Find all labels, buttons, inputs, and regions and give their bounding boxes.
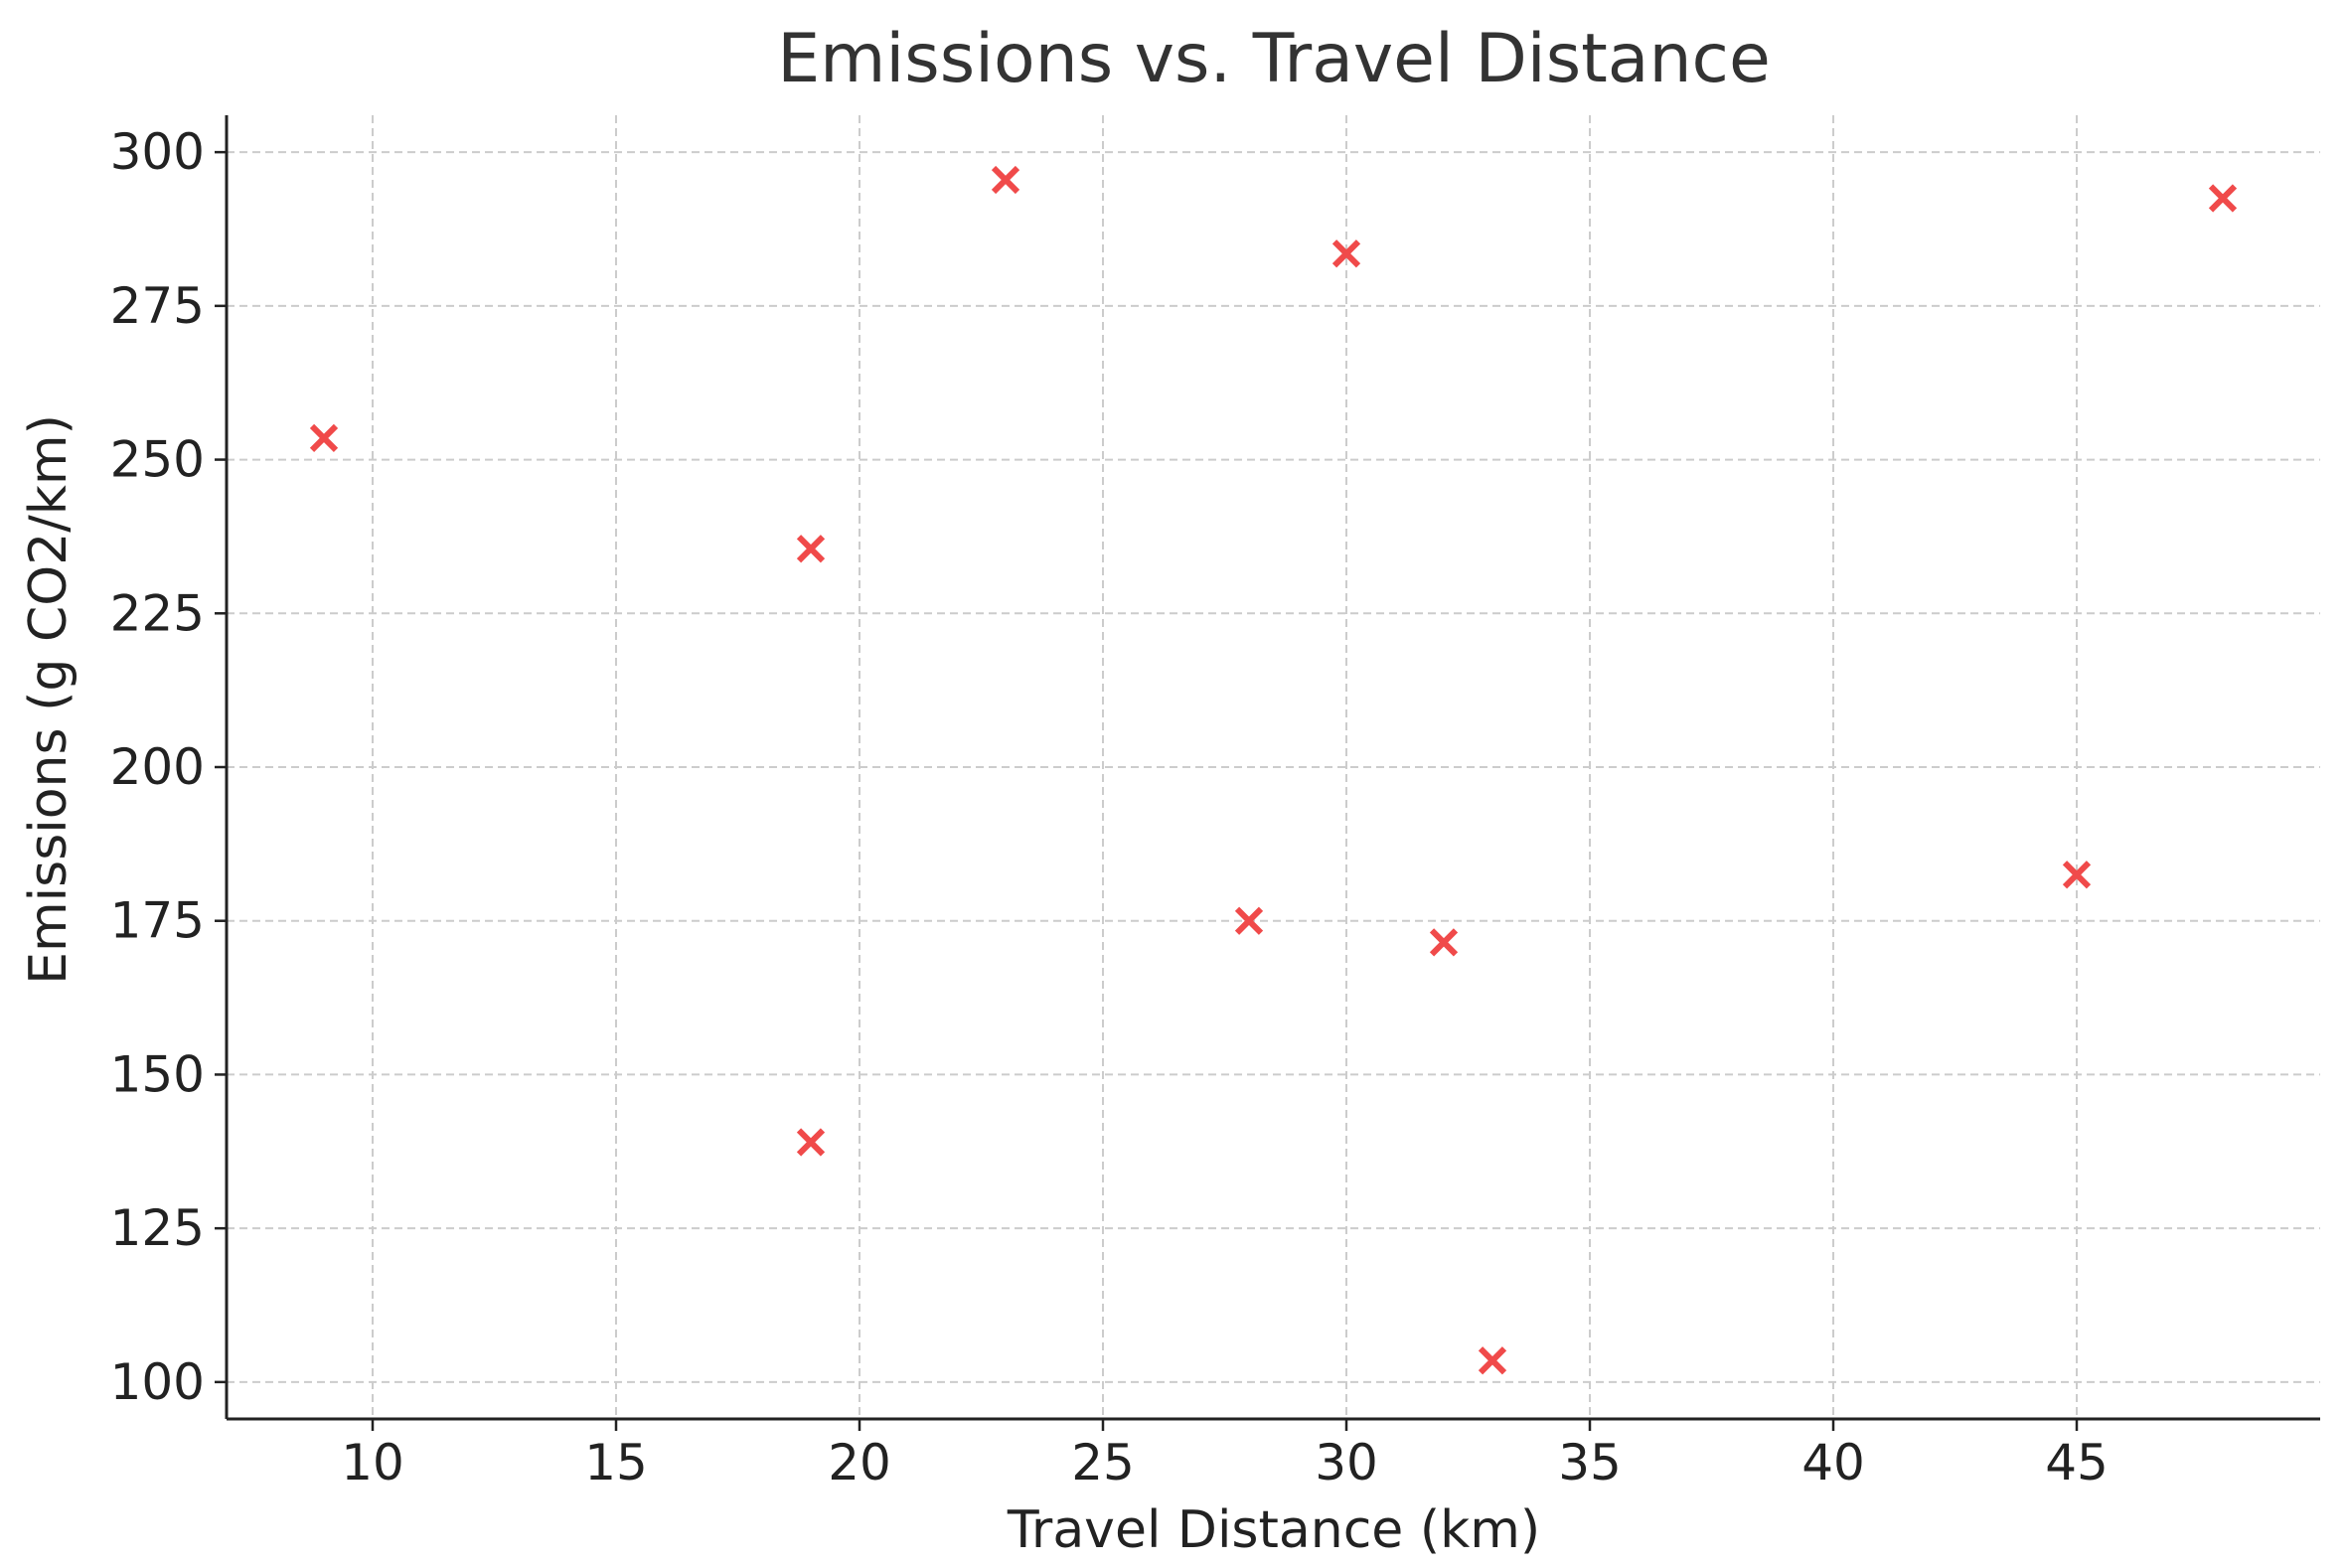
marker-stroke (796, 535, 826, 563)
data-point-marker (1478, 1346, 1507, 1375)
y-tick-label: 100 (110, 1353, 205, 1411)
y-tick-label: 175 (110, 892, 205, 950)
y-tick-label: 250 (110, 431, 205, 489)
y-tick-label: 200 (110, 738, 205, 796)
marker-stroke (309, 423, 339, 453)
x-tick-label: 15 (584, 1434, 648, 1491)
x-tick-label: 40 (1801, 1434, 1865, 1491)
y-tick-label: 125 (110, 1199, 205, 1257)
data-point-marker (796, 1128, 826, 1157)
data-point-marker (1331, 239, 1361, 268)
x-tick-label: 30 (1315, 1434, 1378, 1491)
data-points (309, 165, 2238, 1375)
y-tick-label: 150 (110, 1045, 205, 1103)
marker-stroke (796, 1128, 826, 1157)
x-tick-label: 25 (1071, 1434, 1135, 1491)
data-point-marker (1429, 928, 1459, 957)
marker-stroke (2208, 184, 2238, 213)
y-tick-label: 225 (110, 584, 205, 642)
x-tick-label: 45 (2045, 1434, 2109, 1491)
marker-stroke (1331, 239, 1361, 268)
y-tick-label: 275 (110, 277, 205, 335)
data-point-marker (2062, 861, 2092, 889)
y-axis-label: Emissions (g CO2/km) (19, 414, 78, 985)
x-ticks: 10 15 20 25 30 35 40 45 (341, 1419, 2109, 1491)
x-axis-label: Travel Distance (km) (1007, 1500, 1540, 1560)
data-point-marker (309, 423, 339, 453)
marker-stroke (991, 165, 1020, 195)
x-tick-label: 35 (1558, 1434, 1622, 1491)
data-point-marker (1234, 906, 1264, 935)
marker-stroke (2062, 861, 2092, 889)
marker-stroke (1478, 1346, 1507, 1375)
x-tick-label: 20 (828, 1434, 891, 1491)
data-point-marker (2208, 184, 2238, 213)
marker-stroke (1234, 906, 1264, 935)
marker-stroke (1429, 928, 1459, 957)
grid-lines (227, 115, 2320, 1419)
data-point-marker (796, 535, 826, 563)
y-ticks: 100 125 150 175 200 225 250 275 300 (110, 123, 227, 1411)
x-tick-label: 10 (341, 1434, 404, 1491)
chart-title: Emissions vs. Travel Distance (777, 20, 1771, 98)
data-point-marker (991, 165, 1020, 195)
y-tick-label: 300 (110, 123, 205, 181)
